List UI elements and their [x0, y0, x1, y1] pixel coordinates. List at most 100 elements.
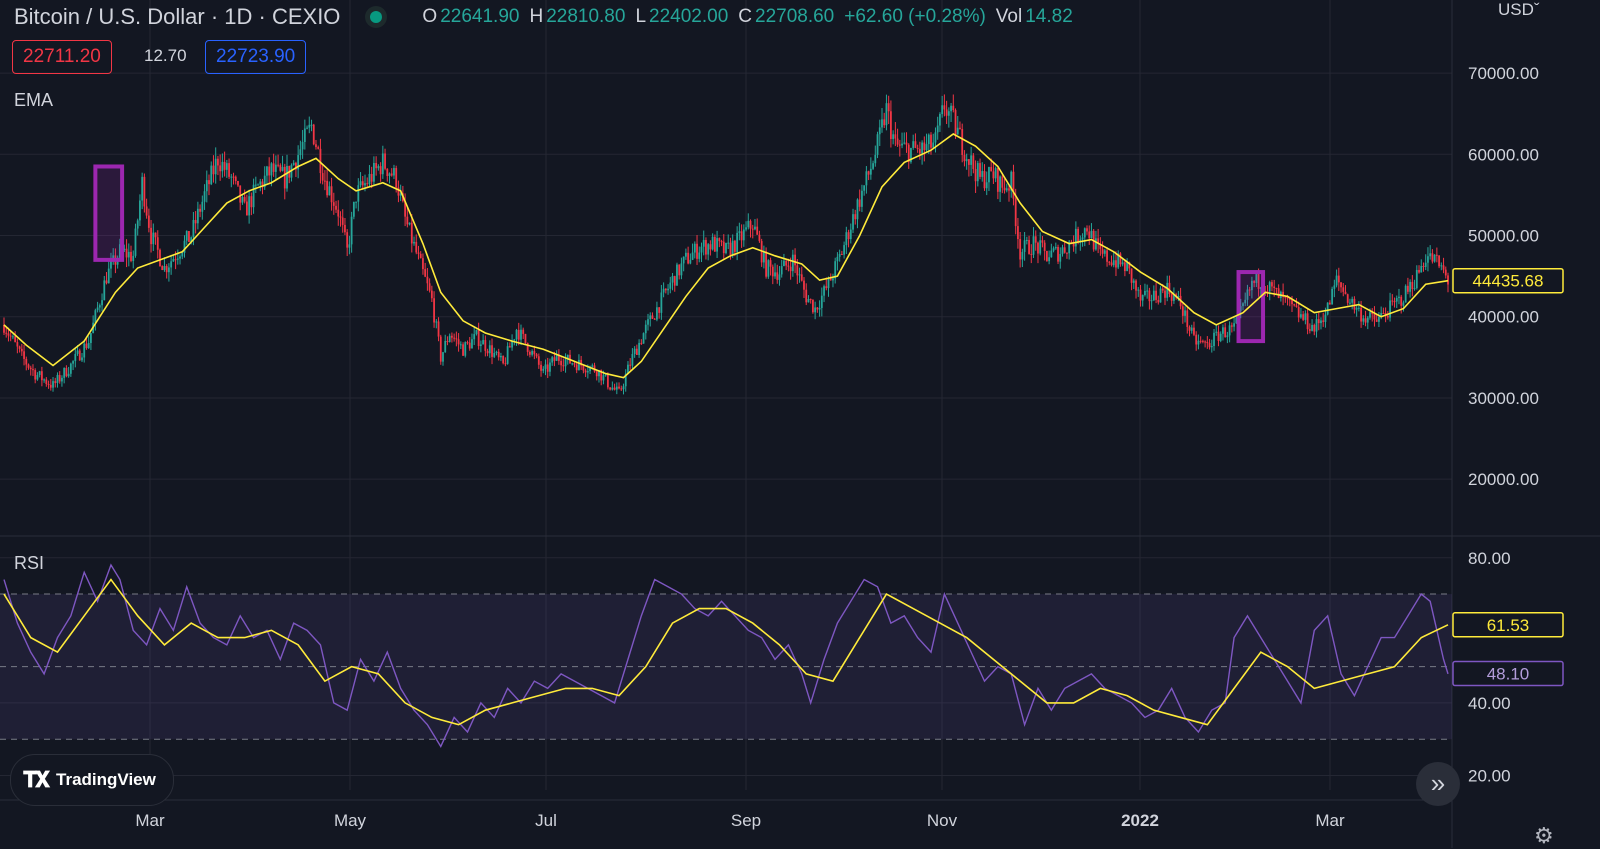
candle-body[interactable]: [1251, 280, 1253, 291]
candle-body[interactable]: [609, 387, 612, 390]
candle-body[interactable]: [1050, 250, 1053, 258]
candle-body[interactable]: [1447, 275, 1449, 285]
candle-body[interactable]: [308, 124, 311, 128]
candle-body[interactable]: [1014, 198, 1017, 227]
candle-body[interactable]: [1039, 240, 1042, 254]
candle-body[interactable]: [1415, 269, 1418, 289]
candle-body[interactable]: [1226, 335, 1229, 338]
candle-body[interactable]: [575, 364, 578, 371]
candle-body[interactable]: [69, 363, 72, 374]
candle-body[interactable]: [660, 292, 663, 313]
candle-body[interactable]: [223, 161, 226, 170]
candle-body[interactable]: [1373, 313, 1376, 320]
candle-body[interactable]: [800, 274, 803, 281]
tradingview-badge[interactable]: 𝐓𝐗 TradingView: [10, 754, 174, 806]
candle-body[interactable]: [854, 214, 857, 220]
candle-body[interactable]: [194, 219, 197, 224]
candle-body[interactable]: [718, 238, 721, 242]
candle-body[interactable]: [98, 305, 101, 308]
candle-body[interactable]: [1295, 305, 1298, 307]
candle-body[interactable]: [582, 365, 585, 371]
candle-body[interactable]: [1233, 323, 1235, 327]
candle-body[interactable]: [1362, 318, 1365, 322]
candle-body[interactable]: [58, 374, 61, 382]
candle-body[interactable]: [591, 365, 594, 367]
candle-body[interactable]: [1326, 302, 1329, 315]
candle-body[interactable]: [589, 366, 591, 372]
candle-body[interactable]: [239, 185, 242, 203]
candle-body[interactable]: [961, 128, 964, 155]
candle-body[interactable]: [939, 114, 941, 126]
candle-body[interactable]: [1313, 324, 1316, 332]
candle-body[interactable]: [136, 220, 139, 229]
candle-body[interactable]: [885, 103, 888, 126]
candle-body[interactable]: [974, 169, 977, 182]
candle-body[interactable]: [361, 181, 364, 186]
candle-body[interactable]: [1166, 282, 1169, 298]
candle-body[interactable]: [1137, 289, 1140, 291]
candle-body[interactable]: [515, 329, 518, 340]
candle-body[interactable]: [711, 236, 714, 250]
candle-body[interactable]: [1331, 288, 1334, 305]
candle-body[interactable]: [722, 241, 725, 254]
candle-body[interactable]: [709, 244, 712, 250]
candle-body[interactable]: [243, 197, 246, 202]
candle-body[interactable]: [1248, 289, 1251, 291]
candle-body[interactable]: [673, 276, 676, 286]
candle-body[interactable]: [1144, 290, 1146, 295]
candle-body[interactable]: [1213, 332, 1215, 347]
candle-body[interactable]: [787, 265, 790, 267]
candle-body[interactable]: [127, 251, 130, 258]
candle-body[interactable]: [1103, 250, 1106, 254]
candle-body[interactable]: [762, 251, 765, 263]
candle-body[interactable]: [364, 183, 366, 186]
candle-body[interactable]: [678, 264, 681, 276]
candle-body[interactable]: [1052, 248, 1055, 251]
candle-body[interactable]: [1177, 295, 1180, 298]
candle-body[interactable]: [981, 171, 984, 177]
candle-body[interactable]: [1097, 238, 1100, 244]
candle-body[interactable]: [742, 229, 745, 241]
candle-body[interactable]: [1424, 262, 1427, 267]
candle-body[interactable]: [887, 103, 890, 112]
candle-body[interactable]: [221, 161, 224, 172]
candle-body[interactable]: [348, 244, 351, 248]
candle-body[interactable]: [905, 142, 908, 145]
candle-body[interactable]: [573, 363, 576, 365]
candle-body[interactable]: [328, 186, 331, 196]
ema-line[interactable]: [3, 133, 1449, 379]
candle-body[interactable]: [297, 155, 300, 170]
candle-body[interactable]: [883, 119, 886, 126]
candle-body[interactable]: [731, 240, 734, 256]
candle-body[interactable]: [734, 240, 736, 252]
candle-body[interactable]: [676, 264, 678, 286]
candle-body[interactable]: [878, 127, 881, 135]
candle-body[interactable]: [526, 342, 529, 352]
candle-body[interactable]: [1034, 236, 1037, 243]
candle-body[interactable]: [992, 171, 995, 179]
candle-body[interactable]: [250, 196, 253, 208]
candle-body[interactable]: [524, 333, 527, 343]
candle-body[interactable]: [23, 351, 25, 359]
candle-body[interactable]: [87, 342, 90, 349]
candle-body[interactable]: [493, 352, 496, 357]
candle-body[interactable]: [698, 252, 701, 259]
candle-body[interactable]: [430, 290, 433, 299]
candle-body[interactable]: [1117, 253, 1120, 268]
candle-body[interactable]: [488, 345, 491, 354]
candle-body[interactable]: [812, 299, 814, 313]
market-status-icon[interactable]: [370, 11, 383, 23]
candle-body[interactable]: [682, 256, 685, 264]
candle-body[interactable]: [1170, 294, 1173, 301]
candle-body[interactable]: [1242, 303, 1244, 307]
candle-body[interactable]: [301, 142, 304, 150]
candle-body[interactable]: [1288, 298, 1291, 300]
candle-body[interactable]: [1199, 340, 1202, 342]
candle-body[interactable]: [323, 180, 326, 182]
candle-body[interactable]: [47, 384, 50, 386]
candle-body[interactable]: [65, 367, 68, 377]
candle-body[interactable]: [1021, 251, 1024, 260]
candle-body[interactable]: [827, 277, 830, 289]
candle-body[interactable]: [145, 206, 148, 216]
candle-body[interactable]: [190, 237, 193, 242]
